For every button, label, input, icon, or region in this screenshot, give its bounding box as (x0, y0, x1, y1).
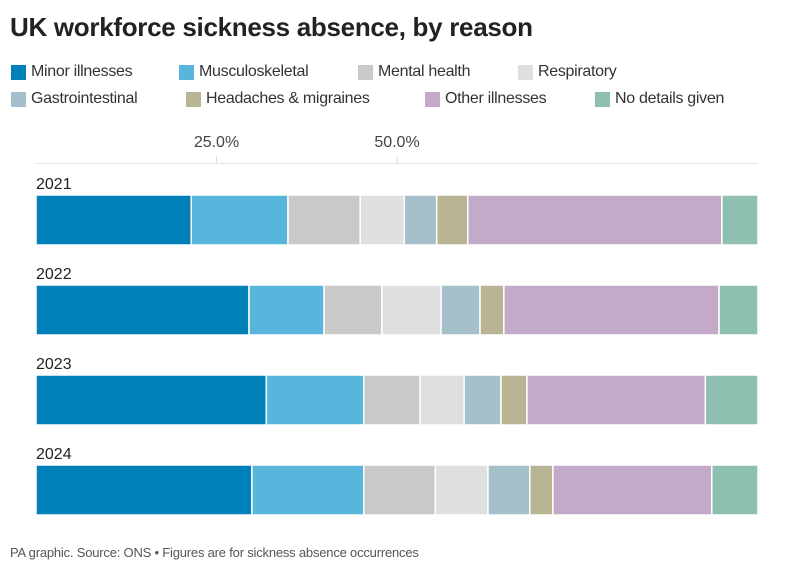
bar-segment (323, 284, 383, 336)
legend-label: No details given (615, 90, 725, 107)
legend-swatch (518, 64, 533, 80)
legend-item-gastrointestinal: Gastrointestinal (11, 90, 138, 108)
bar-segment (552, 464, 713, 516)
bar-segment (500, 374, 528, 426)
bar-segment (718, 284, 759, 336)
legend-swatch (186, 91, 201, 107)
bar-segment (467, 194, 723, 246)
legend-swatch (358, 64, 373, 80)
chart-title: UK workforce sickness absence, by reason (10, 12, 533, 42)
bar-segment (503, 284, 720, 336)
legend-swatch (11, 91, 26, 107)
legend-swatch (595, 91, 610, 107)
legend-swatch (11, 64, 26, 80)
legend-item-respiratory: Respiratory (518, 63, 617, 81)
bar-segment (190, 194, 289, 246)
category-label: 2022 (36, 266, 72, 283)
category-label: 2023 (36, 356, 72, 373)
bar-segment (251, 464, 365, 516)
bar-segment (435, 194, 469, 246)
legend-swatch (425, 91, 440, 107)
legend-item-no-details: No details given (595, 90, 724, 108)
bar-segment (479, 284, 505, 336)
x-tick-label: 25.0% (194, 134, 239, 151)
bar-segment (35, 194, 192, 246)
bar-segment (35, 464, 253, 516)
legend-label: Gastrointestinal (31, 90, 138, 107)
bar-segment (363, 464, 437, 516)
bar-segment (381, 284, 442, 336)
legend-item-musculoskeletal: Musculoskeletal (179, 63, 309, 81)
bar-segment (721, 194, 759, 246)
category-label: 2021 (36, 176, 72, 193)
legend-label: Other illnesses (445, 90, 547, 107)
category-label: 2024 (36, 446, 72, 463)
bar-segment (440, 284, 481, 336)
source-footer: PA graphic. Source: ONS • Figures are fo… (10, 545, 419, 560)
bar-segment (265, 374, 365, 426)
legend-label: Respiratory (538, 63, 617, 80)
legend-item-mental-health: Mental health (358, 63, 470, 81)
legend-label: Headaches & migraines (206, 90, 370, 107)
bar-segment (403, 194, 438, 246)
legend-item-minor-illnesses: Minor illnesses (11, 63, 133, 81)
bar-segment (35, 284, 250, 336)
bar-segment (35, 374, 268, 426)
bar-segment (434, 464, 489, 516)
legend-item-headaches-migraines: Headaches & migraines (186, 90, 370, 108)
bar-segment (463, 374, 502, 426)
bar-segment (711, 464, 759, 516)
bar-segment (419, 374, 465, 426)
legend-label: Minor illnesses (31, 63, 133, 80)
legend-label: Musculoskeletal (199, 63, 309, 80)
bar-segment (287, 194, 361, 246)
bar-segment (363, 374, 421, 426)
legend-item-other-illnesses: Other illnesses (425, 90, 547, 108)
x-tick-label: 50.0% (374, 134, 419, 151)
bar-segment (526, 374, 707, 426)
legend-swatch (179, 64, 194, 80)
bar-segment (704, 374, 759, 426)
bar-segment (359, 194, 405, 246)
bar-segment (529, 464, 554, 516)
legend-label: Mental health (378, 63, 471, 80)
bar-segment (487, 464, 531, 516)
bar-segment (248, 284, 325, 336)
